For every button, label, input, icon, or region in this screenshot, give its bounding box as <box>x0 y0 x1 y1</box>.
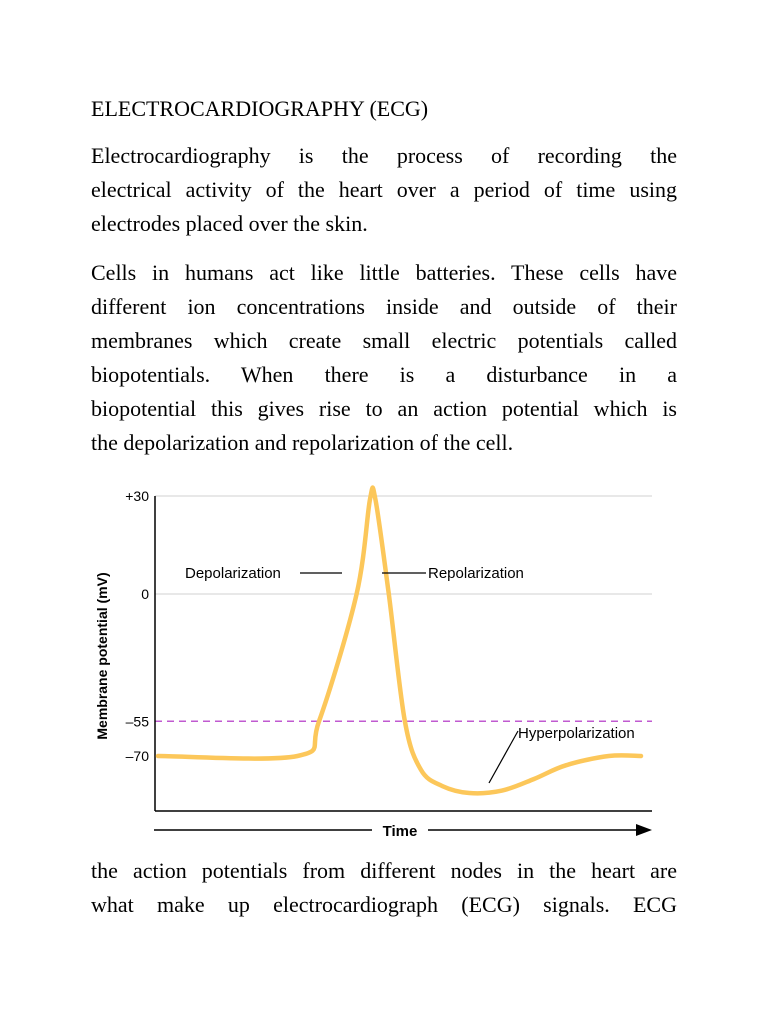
time-arrowhead-icon <box>636 824 652 836</box>
paragraph-ecg-signals: the action potentials from different nod… <box>91 854 677 922</box>
y-tick-label: +30 <box>125 488 149 504</box>
hyperpolarization-annotation: Hyperpolarization <box>488 725 635 784</box>
y-axis-label: Membrane potential (mV) <box>94 572 110 739</box>
hyperpolarization-label: Hyperpolarization <box>518 725 635 742</box>
paragraph-line: Cells in humans act like little batterie… <box>91 260 677 285</box>
paragraph-line: the depolarization and repolarization of… <box>91 430 514 455</box>
paragraph-biopotentials: Cells in humans act like little batterie… <box>91 256 677 460</box>
x-axis-label: Time <box>383 823 418 840</box>
paragraph-line: electrodes placed over the skin. <box>91 211 368 236</box>
paragraph-line: what make up electrocardiograph (ECG) si… <box>91 892 677 917</box>
paragraph-line: biopotentials. When there is a disturban… <box>91 362 677 387</box>
repolarization-label: Repolarization <box>428 565 524 582</box>
y-tick-label: 0 <box>141 586 149 602</box>
paragraph-line: different ion concentrations inside and … <box>91 294 677 319</box>
action-potential-chart-svg: Membrane potential (mV) +30 0 –55 –70 Depol… <box>94 485 652 840</box>
repolarization-annotation: Repolarization <box>382 565 524 582</box>
y-tick-label: –55 <box>126 713 150 729</box>
paragraph-line: Electrocardiography is the process of re… <box>91 143 677 168</box>
paragraph-line: biopotential this gives rise to an actio… <box>91 396 677 421</box>
paragraph-line: the action potentials from different nod… <box>91 858 677 883</box>
depolarization-label: Depolarization <box>185 565 281 582</box>
document-heading: ELECTROCARDIOGRAPHY (ECG) <box>91 96 429 121</box>
y-tick-label: –70 <box>126 748 150 764</box>
time-axis-arrow: Time <box>154 823 652 840</box>
paragraph-line: electrical activity of the heart over a … <box>91 177 677 202</box>
membrane-potential-trace <box>155 485 644 796</box>
action-potential-chart: Membrane potential (mV) +30 0 –55 –70 Depol… <box>90 478 670 853</box>
paragraph-line: membranes which create small electric po… <box>91 328 677 353</box>
paragraph-ecg-definition: Electrocardiography is the process of re… <box>91 139 677 241</box>
hyperpolarization-leader-line <box>488 730 519 784</box>
depolarization-annotation: Depolarization <box>185 565 342 582</box>
